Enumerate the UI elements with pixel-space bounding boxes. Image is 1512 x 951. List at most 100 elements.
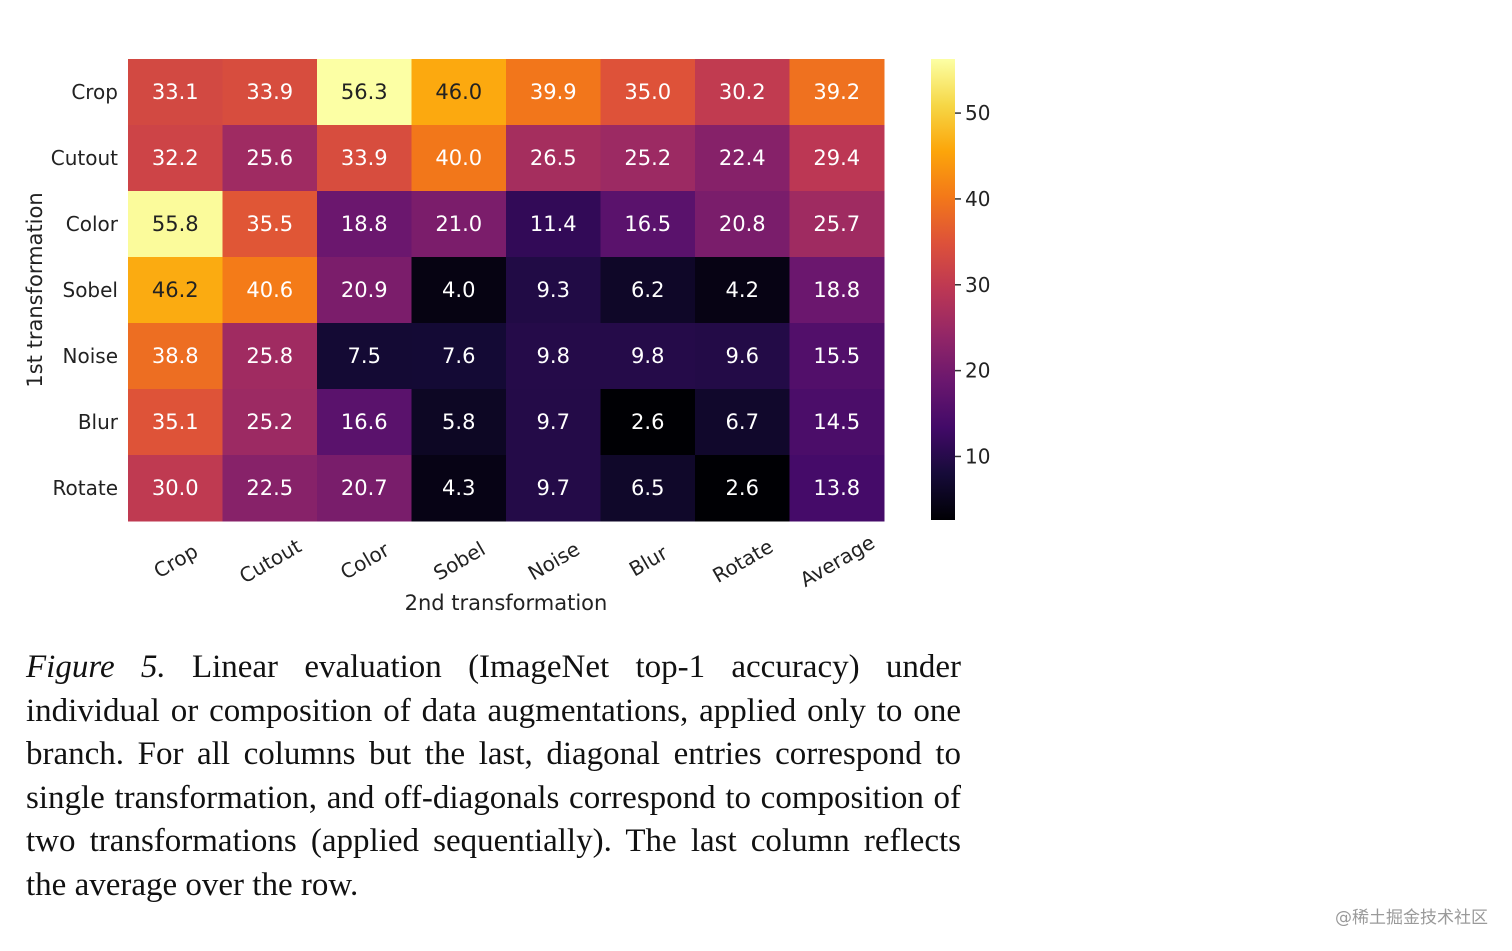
cell-value-label: 15.5 [813,344,860,368]
heatmap-cell [411,191,507,258]
cell-value-label: 40.0 [435,146,482,170]
cell-value-label: 22.5 [246,476,293,500]
cell-value-label: 39.9 [530,80,577,104]
y-axis-label: 1st transformation [23,192,47,387]
heatmap-cell [506,323,601,390]
heatmap-cell [411,59,507,126]
colorbar-tick-label: 30 [965,273,990,297]
heatmap-cell [789,257,885,324]
cell-value-label: 9.3 [537,278,570,302]
heatmap-cell [222,191,318,258]
heatmap-cell [789,125,885,192]
cell-value-label: 20.8 [719,212,766,236]
heatmap-cell [128,389,223,456]
cell-value-label: 7.5 [348,344,381,368]
x-tick-labels: Crop Cutout Color Sobel Noise Blur Rotate Avera… [150,530,879,592]
x-tick-label: Crop [150,539,202,583]
heatmap-cell [128,125,223,192]
cell-value-label: 35.5 [246,212,293,236]
cell-value-label: 9.8 [631,344,664,368]
heatmap-cell [506,389,601,456]
cell-value-label: 6.5 [631,476,664,500]
cell-value-label: 9.6 [726,344,759,368]
cell-value-label: 20.9 [341,278,388,302]
cell-value-label: 33.1 [152,80,199,104]
heatmap-cell [695,125,790,192]
x-tick-label: Color [336,537,394,584]
heatmap-cell [317,257,412,324]
heatmap-cell [222,389,318,456]
watermark: @稀土掘金技术社区 [1335,908,1488,928]
cell-value-label: 25.2 [624,146,671,170]
heatmap-cell [317,191,412,258]
cell-value-label: 2.6 [631,410,664,434]
heatmap-cell [506,455,601,522]
cell-value-label: 9.8 [537,344,570,368]
cell-value-label: 11.4 [530,212,577,236]
heatmap-cell [695,257,790,324]
cell-value-label: 18.8 [813,278,860,302]
heatmap-cell [600,59,696,126]
heatmap-cell [506,257,601,324]
heatmap-cell [317,389,412,456]
heatmap-cell [128,455,223,522]
cell-value-label: 4.0 [442,278,475,302]
cell-value-label: 35.0 [624,80,671,104]
cell-value-label: 5.8 [442,410,475,434]
cell-value-label: 13.8 [813,476,860,500]
figure-caption: Figure 5. Linear evaluation (ImageNet to… [26,646,961,908]
heatmap-cell [600,125,696,192]
cell-value-label: 6.7 [726,410,759,434]
heatmap-cell [411,389,507,456]
heatmap-cell [222,257,318,324]
y-tick-label: Rotate [53,476,118,500]
heatmap-figure: 33.1 33.9 56.3 46.0 39.9 35.0 30.2 39.2 32.2 25.6… [23,59,990,615]
heatmap-cell [317,455,412,522]
heatmap-cell [600,257,696,324]
heatmap-cell [128,59,223,126]
y-tick-label: Color [66,212,119,236]
x-axis-label: 2nd transformation [405,591,608,615]
x-tick-label: Sobel [429,537,489,586]
x-tick-label: Cutout [235,534,305,588]
heatmap-cell [317,323,412,390]
y-tick-label: Blur [78,410,119,434]
cell-value-label: 46.0 [435,80,482,104]
cell-value-label: 16.6 [341,410,388,434]
colorbar [931,59,955,520]
heatmap-cell [789,59,885,126]
heatmap-cell [600,323,696,390]
heatmap-cell [506,191,601,258]
cell-value-label: 56.3 [341,80,388,104]
cell-value-label: 35.1 [152,410,199,434]
heatmap-cell [789,323,885,390]
cell-value-label: 25.7 [813,212,860,236]
cell-value-label: 30.0 [152,476,199,500]
figure-label: Figure 5. [26,649,166,685]
heatmap-cell [506,125,601,192]
cell-value-label: 55.8 [152,212,199,236]
heatmap-cells [128,59,885,522]
heatmap-cell [222,323,318,390]
heatmap-cell [411,323,507,390]
heatmap-cell [789,191,885,258]
heatmap-cell [695,59,790,126]
cell-value-label: 7.6 [442,344,475,368]
x-tick-label: Rotate [708,534,777,588]
cell-value-label: 22.4 [719,146,766,170]
heatmap-cell [128,323,223,390]
heatmap-cell [317,59,412,126]
cell-value-label: 25.8 [246,344,293,368]
y-tick-label: Noise [63,344,118,368]
x-tick-label: Average [796,530,879,592]
heatmap-cell [222,125,318,192]
cell-value-label: 38.8 [152,344,199,368]
cell-value-label: 25.6 [246,146,293,170]
cell-value-label: 39.2 [813,80,860,104]
cell-value-label: 25.2 [246,410,293,434]
cell-value-label: 16.5 [624,212,671,236]
cell-value-label: 21.0 [435,212,482,236]
y-tick-label: Sobel [63,278,119,302]
cell-value-label: 30.2 [719,80,766,104]
heatmap-cell [789,455,885,522]
